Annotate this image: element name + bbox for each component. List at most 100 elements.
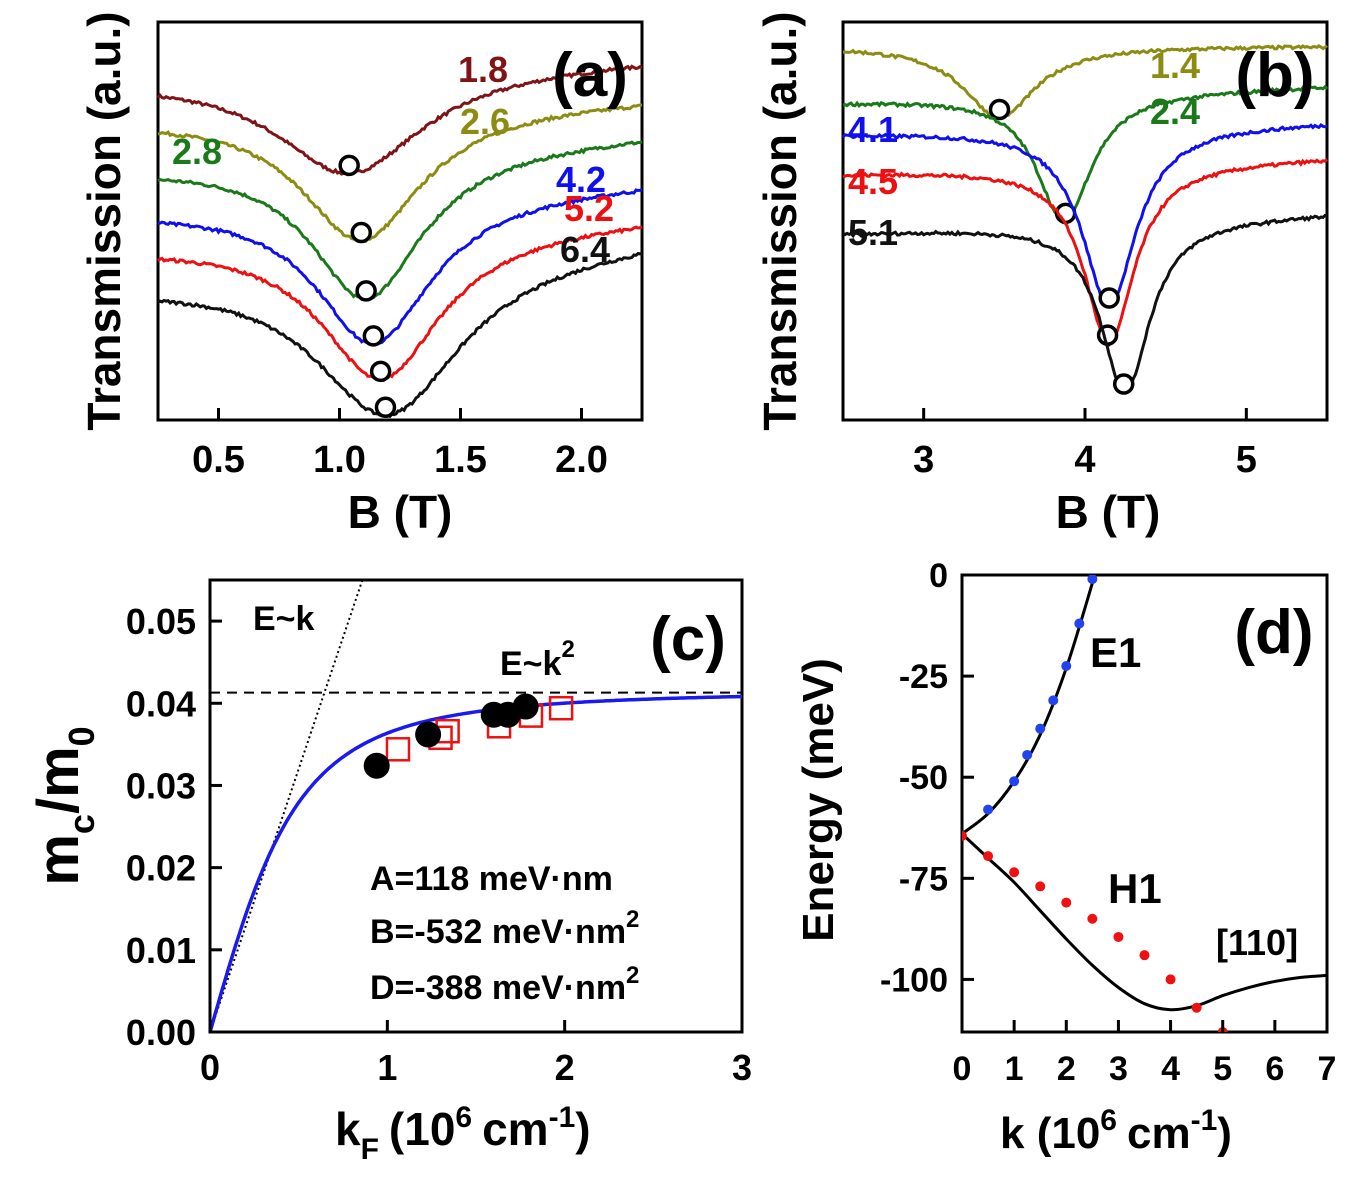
panel-c-xlabel: kF (106 cm-1) [335,1101,591,1166]
x-tick-label: 7 [1318,1050,1337,1088]
x-tick-label: 3 [913,439,934,481]
open-square-point [548,695,574,721]
h1-label: H1 [1108,865,1162,912]
curve-label-4.1: 4.1 [848,109,898,150]
spectrum-1.4 [843,43,1328,121]
panel-c-ylabel-m: m [26,834,91,886]
panel-d-ylabel: Energy (meV) [794,658,843,942]
panel-d-xlabel-sup: 6 [1100,1104,1117,1137]
resonance-marker-4.1 [1098,287,1120,309]
panel-c-xlabel-cm: cm [482,1103,548,1155]
panel-a-ylabel: Transmission (a.u.) [78,11,130,430]
fit-curve [208,694,743,1033]
x-tick-label: 1 [1005,1050,1024,1088]
y-tick-label: -25 [899,658,948,696]
y-tick-label: 0.02 [126,848,196,889]
panel-d-xlabel-sup2: -1 [1191,1104,1218,1137]
panel-b-label: (b) [1235,41,1314,110]
x-tick-label: 1.0 [313,439,366,481]
e1-data-dot [1087,575,1098,585]
panel-b: 1.4 2.4 4.1 4.5 5.1 3 4 5 (b) B (T) Transmissi… [754,11,1329,538]
spectrum-2.6 [157,103,643,244]
spectrum-6.4 [157,251,643,419]
x-tick-label: 0 [953,1050,972,1088]
resonance-marker-4.2 [362,325,385,347]
param-a-text: A=118 meV·nm [370,860,613,898]
spectrum-5.2 [157,225,643,383]
panel-d-frame [960,573,1329,1034]
panel-a: 1.8 2.6 2.8 4.25.26.4 0.5 1.0 1.5 2.0 (a) B (T… [78,11,644,538]
y-tick-label: -75 [899,860,948,898]
h1-data-dot [1139,950,1150,961]
x-tick-label: 6 [1265,1050,1284,1088]
spectrum-1.8 [156,64,643,177]
y-tick-label: 0.05 [126,601,196,642]
panel-d-xlabel: k (106 cm-1) [1000,1104,1232,1158]
spectrum-2.8 [157,140,643,302]
panel-a-frame [156,20,644,422]
param-d: D=-388 meV·nm2 [370,962,639,1007]
resonance-marker-1.8 [338,154,360,177]
panel-c-xlabel-k: k [335,1103,361,1155]
x-tick-label: 4 [1074,439,1095,481]
e1-band-curve [962,575,1097,836]
resonance-marker-2.8 [355,280,377,302]
panel-d-xlabel-close: ) [1217,1109,1232,1158]
resonance-marker-6.4 [374,396,397,418]
linear-regime-label: E~k [253,600,315,638]
param-b-sup: 2 [626,906,639,933]
quadratic-label-text: E~k [500,645,562,683]
curve-label-1.8: 1.8 [458,49,508,90]
panel-c-ylabel-m0: /m [26,746,91,814]
param-a: A=118 meV·nm [370,860,613,898]
x-tick-label: 5 [1213,1050,1232,1088]
e1-data-dot [1048,695,1059,706]
x-tick-label: 4 [1161,1050,1180,1088]
curve-label-5.1: 5.1 [848,212,898,253]
h1-data-dot [962,830,967,841]
spectrum-2.4 [842,84,1329,225]
filled-circle-point [363,752,390,779]
x-tick-label: 2 [1057,1050,1076,1088]
panel-c-ylabel-sub: c [61,814,102,834]
panel-d-ticks: 0 1 2 3 4 5 6 70-25-50-75-100 [880,557,1337,1088]
h1-data-dot [983,851,994,862]
panel-a-xlabel: B (T) [348,486,453,538]
curve-label-1.4: 1.4 [1150,45,1200,86]
curve-label-4.5: 4.5 [848,161,898,202]
y-tick-label: -100 [880,961,948,999]
spectrum-5.1 [842,213,1328,395]
panel-c-ylabel: mc/m0 [26,726,102,885]
spectrum-4.1 [841,123,1328,309]
h1-data-dot [1009,867,1020,878]
h1-data-dot [1165,974,1176,985]
panel-a-label: (a) [552,41,628,110]
curve-label-2.6: 2.6 [460,101,510,142]
x-tick-label: 0 [200,1047,220,1088]
panel-c-ticks: 0 1 2 3 0.00 0.01 0.02 0.03 0.04 0.05 [126,601,752,1088]
open-square-point [385,737,411,762]
panel-b-ylabel: Transmission (a.u.) [754,11,806,430]
h1-band-curve [962,832,1327,1012]
resonance-marker-2.6 [350,221,373,244]
curve-label-4.2: 4.2 [556,159,606,200]
x-tick-label: 0.5 [192,439,245,481]
h1-data-dot [1113,931,1124,942]
panel-c-xlabel-unit: (10 [389,1103,455,1155]
quadratic-label-sup: 2 [561,636,574,663]
x-tick-label: 3 [732,1047,752,1088]
y-tick-label: -50 [899,759,948,797]
panel-c-xlabel-close: ) [575,1103,590,1155]
x-tick-label: 3 [1109,1050,1128,1088]
quadratic-regime-label: E~k2 [500,636,575,683]
resonance-marker-5.2 [369,360,392,383]
x-tick-label: 1.5 [434,439,487,481]
curve-label-2.8: 2.8 [172,131,222,172]
panel-d-plot [962,575,1327,1032]
x-tick-label: 5 [1236,439,1257,481]
panel-b-curves: 1.4 2.4 4.1 4.5 5.1 [841,43,1329,395]
param-b-text: B=-532 meV·nm [370,913,626,951]
y-tick-label: 0.04 [126,683,196,724]
linear-dotted-line [209,579,364,1033]
panel-d: 0 1 2 3 4 5 6 70-25-50-75-100 (d) E1 H1 [110] k… [794,557,1336,1158]
